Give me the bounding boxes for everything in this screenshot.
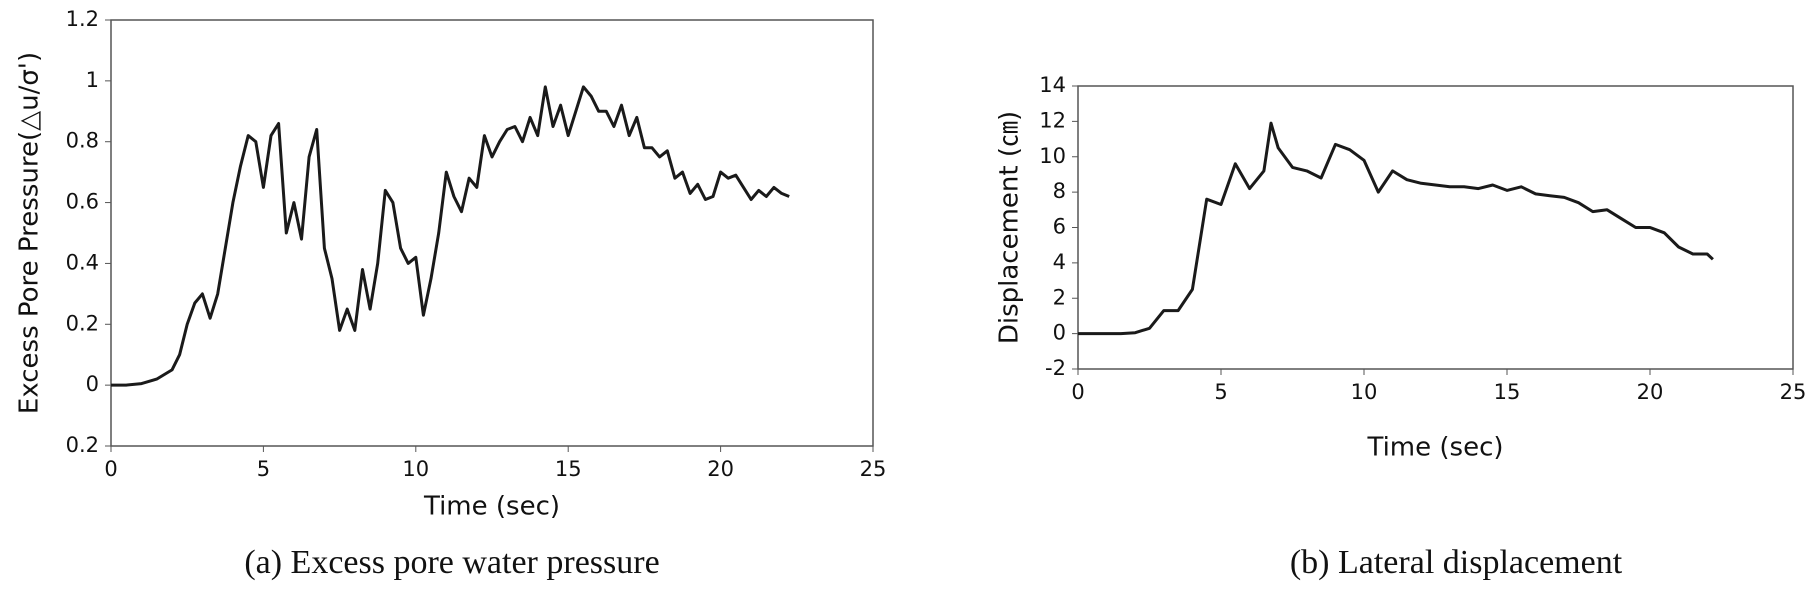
y-tick-label: 2 bbox=[1053, 285, 1066, 309]
y-tick-label: 0 bbox=[1053, 321, 1066, 345]
y-tick-label: -2 bbox=[1045, 356, 1066, 380]
x-tick-label: 5 bbox=[257, 457, 270, 481]
y-tick-label: 0.2 bbox=[66, 311, 99, 335]
y-tick-label: 1 bbox=[86, 68, 99, 92]
y-tick-label: 0.4 bbox=[66, 250, 99, 274]
data-line bbox=[1078, 121, 1714, 336]
y-tick-label: 0.2 bbox=[66, 433, 99, 457]
y-tick-label: 10 bbox=[1039, 144, 1066, 168]
y-tick-label: 0.8 bbox=[66, 129, 99, 153]
x-tick-label: 20 bbox=[1637, 380, 1664, 404]
x-tick-label: 15 bbox=[1494, 380, 1521, 404]
x-tick-label: 0 bbox=[104, 457, 117, 481]
plot-frame bbox=[1077, 85, 1794, 370]
y-tick-label: 1.2 bbox=[66, 7, 99, 31]
x-tick-label: 10 bbox=[402, 457, 429, 481]
x-tick-label: 20 bbox=[707, 457, 734, 481]
y-axis-label: Excess Pore Pressure(△u/σ') bbox=[15, 52, 45, 414]
data-line bbox=[111, 85, 790, 387]
y-tick-label: 8 bbox=[1053, 179, 1066, 203]
x-axis-label: Time (sec) bbox=[1366, 433, 1503, 463]
x-tick-label: 0 bbox=[1071, 380, 1084, 404]
x-tick-label: 5 bbox=[1214, 380, 1227, 404]
x-tick-label: 15 bbox=[555, 457, 582, 481]
y-tick-label: 12 bbox=[1039, 108, 1066, 132]
x-axis-label: Time (sec) bbox=[423, 492, 560, 522]
y-tick-label: 14 bbox=[1039, 73, 1066, 97]
caption: (a) Excess pore water pressure bbox=[244, 544, 659, 581]
x-tick-label: 25 bbox=[1780, 380, 1807, 404]
x-tick-label: 25 bbox=[860, 457, 887, 481]
caption: (b) Lateral displacement bbox=[1290, 544, 1623, 581]
y-axis-label: Displacement (㎝) bbox=[995, 111, 1025, 344]
y-tick-label: 4 bbox=[1053, 250, 1066, 274]
plot-frame bbox=[110, 19, 874, 447]
y-tick-label: 6 bbox=[1053, 215, 1066, 239]
y-tick-label: 0.6 bbox=[66, 190, 99, 214]
y-tick-label: 0 bbox=[86, 372, 99, 396]
x-tick-label: 10 bbox=[1351, 380, 1378, 404]
